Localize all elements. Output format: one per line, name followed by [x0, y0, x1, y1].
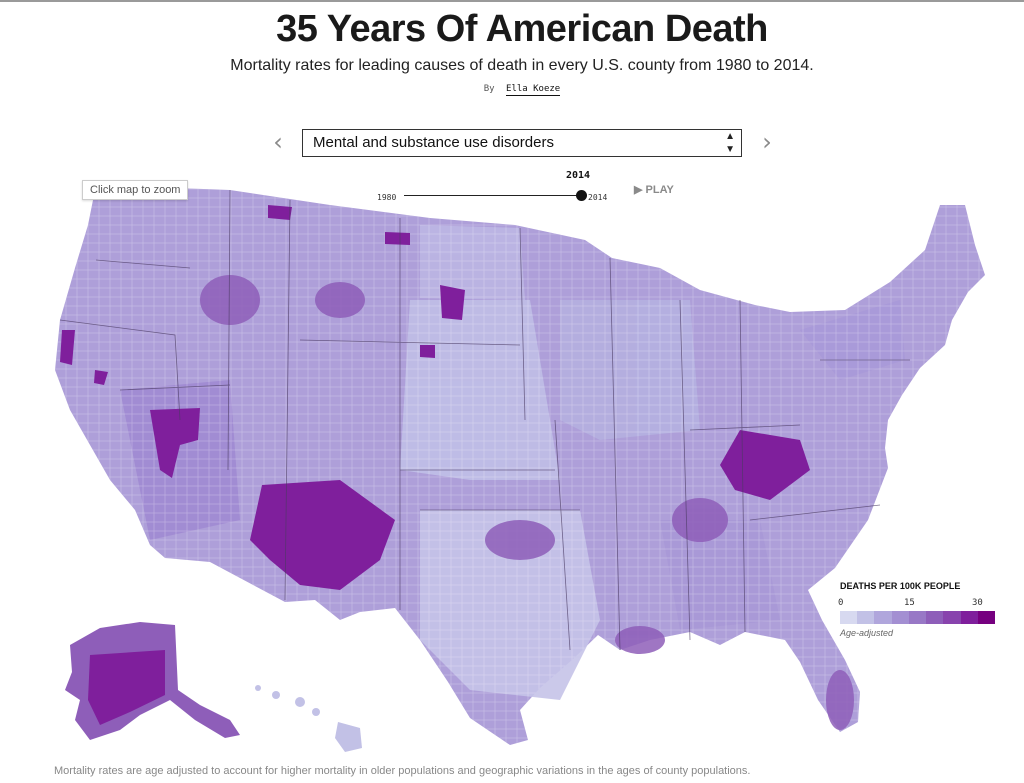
legend-swatch [891, 611, 909, 624]
byline-prefix: By [483, 84, 495, 94]
play-button[interactable]: ▶ PLAY [634, 183, 674, 196]
legend-swatch [960, 611, 978, 624]
elevated-rate-counties [200, 275, 854, 730]
legend-swatch [908, 611, 927, 624]
select-caret-icon: ▲ ▼ [725, 131, 735, 155]
legend-swatch [874, 611, 892, 624]
year-slider-handle[interactable] [576, 190, 587, 201]
play-label: PLAY [645, 184, 674, 196]
chevron-right-icon: › [762, 128, 772, 156]
us-county-map[interactable] [0, 150, 1024, 765]
legend-swatch [943, 611, 961, 624]
legend-note: Age-adjusted [840, 628, 894, 638]
legend-color-scale [840, 611, 995, 624]
chevron-left-icon: ‹ [273, 128, 283, 156]
legend-tick-max: 30 [972, 598, 983, 608]
zoom-hint-button[interactable]: Click map to zoom [82, 180, 189, 200]
page-subtitle: Mortality rates for leading causes of de… [230, 57, 814, 74]
top-rule [0, 0, 1024, 2]
legend-title: DEATHS PER 100K PEOPLE [840, 581, 961, 591]
play-icon: ▶ [634, 184, 643, 196]
legend-swatch [840, 611, 858, 624]
next-cause-button[interactable]: › [757, 130, 777, 154]
legend-swatch [857, 611, 875, 624]
alaska-high-rate [88, 650, 165, 725]
slider-current-year: 2014 [566, 170, 591, 181]
byline: By Ella Koeze [0, 84, 1024, 96]
year-slider-track[interactable] [404, 195, 582, 196]
legend-tick-mid: 15 [904, 598, 915, 608]
slider-end-year: 2014 [588, 193, 608, 202]
legend-tick-min: 0 [838, 598, 844, 608]
slider-start-year: 1980 [377, 193, 397, 202]
cause-select[interactable]: Mental and substance use disorders ▲ ▼ [302, 129, 742, 157]
author-link[interactable]: Ella Koeze [506, 84, 561, 96]
legend-swatch [977, 611, 995, 624]
state-borders [59, 189, 910, 651]
previous-cause-button[interactable]: ‹ [268, 130, 288, 154]
footnote: Mortality rates are age adjusted to acco… [54, 765, 751, 777]
hawaii-shape [255, 685, 362, 752]
cause-select-value: Mental and substance use disorders [313, 134, 554, 151]
page-title: 35 Years Of American Death [276, 8, 768, 50]
legend-swatch [926, 611, 944, 624]
